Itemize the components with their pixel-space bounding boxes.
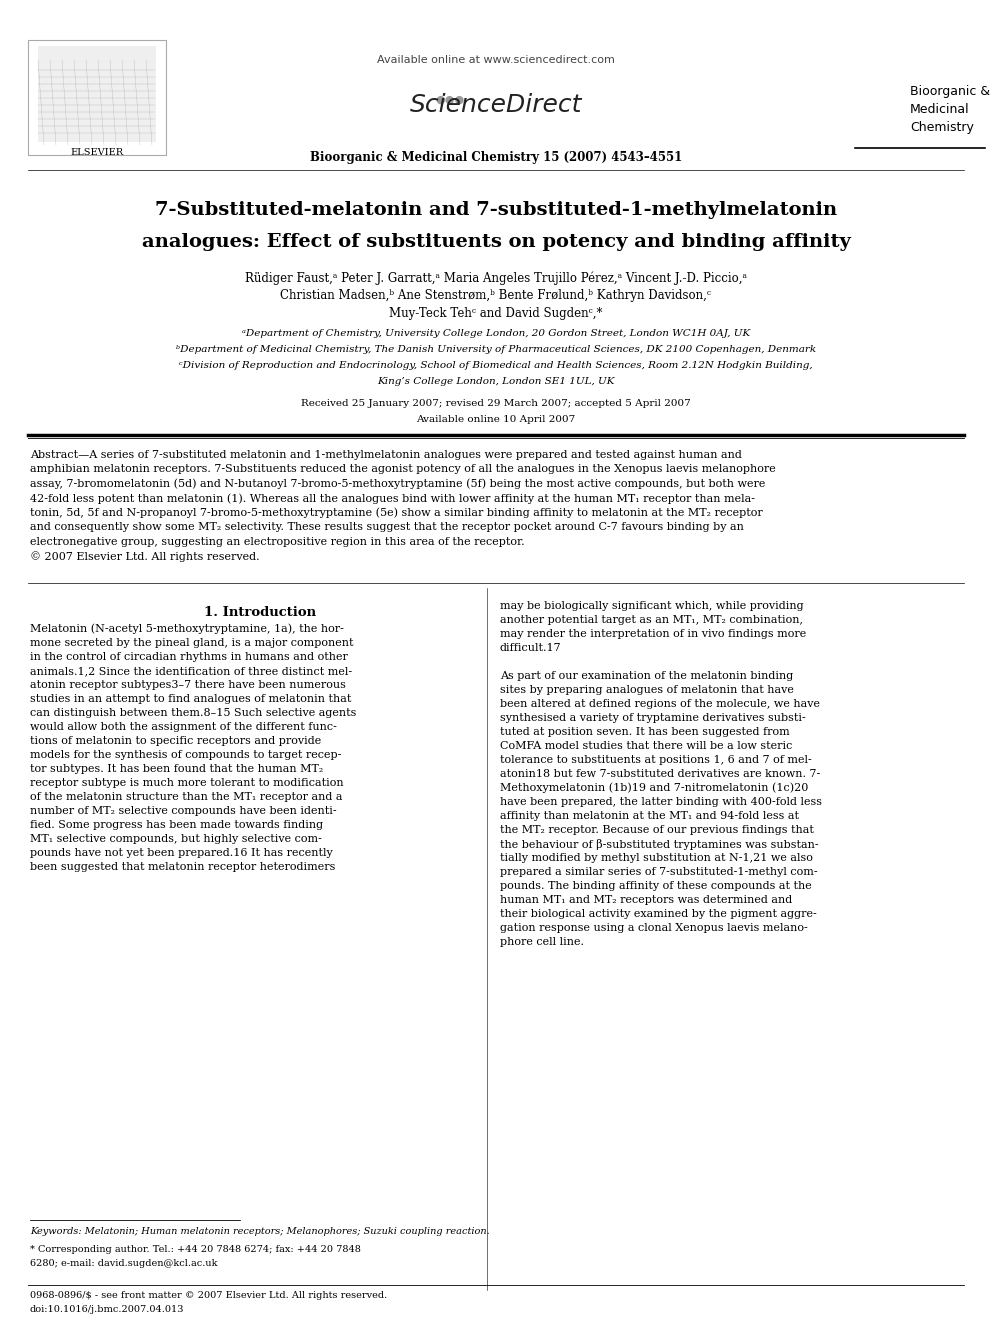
Text: Melatonin (N-acetyl 5-methoxytryptamine, 1a), the hor-: Melatonin (N-acetyl 5-methoxytryptamine,… [30, 623, 344, 634]
Text: ᶜDivision of Reproduction and Endocrinology, School of Biomedical and Health Sci: ᶜDivision of Reproduction and Endocrinol… [180, 361, 812, 370]
Text: the behaviour of β-substituted tryptamines was substan-: the behaviour of β-substituted tryptamin… [500, 839, 818, 849]
Text: may render the interpretation of in vivo findings more: may render the interpretation of in vivo… [500, 628, 806, 639]
Text: Available online at www.sciencedirect.com: Available online at www.sciencedirect.co… [377, 56, 615, 65]
Text: have been prepared, the latter binding with 400-fold less: have been prepared, the latter binding w… [500, 796, 822, 807]
Text: their biological activity examined by the pigment aggre-: their biological activity examined by th… [500, 909, 816, 919]
FancyBboxPatch shape [28, 40, 166, 155]
Text: doi:10.1016/j.bmc.2007.04.013: doi:10.1016/j.bmc.2007.04.013 [30, 1306, 185, 1315]
Text: tonin, 5d, 5f and N-propanoyl 7-bromo-5-methoxytryptamine (5e) show a similar bi: tonin, 5d, 5f and N-propanoyl 7-bromo-5-… [30, 508, 763, 519]
Text: 0968-0896/$ - see front matter © 2007 Elsevier Ltd. All rights reserved.: 0968-0896/$ - see front matter © 2007 El… [30, 1291, 387, 1301]
Text: tially modified by methyl substitution at N-1,21 we also: tially modified by methyl substitution a… [500, 853, 812, 863]
Text: Keywords: Melatonin; Human melatonin receptors; Melanophores; Suzuki coupling re: Keywords: Melatonin; Human melatonin rec… [30, 1228, 490, 1237]
Text: 6280; e-mail: david.sugden@kcl.ac.uk: 6280; e-mail: david.sugden@kcl.ac.uk [30, 1259, 217, 1269]
Text: the MT₂ receptor. Because of our previous findings that: the MT₂ receptor. Because of our previou… [500, 826, 813, 835]
Text: number of MT₂ selective compounds have been identi-: number of MT₂ selective compounds have b… [30, 806, 336, 816]
Text: pounds. The binding affinity of these compounds at the: pounds. The binding affinity of these co… [500, 881, 811, 890]
Text: pounds have not yet been prepared.16 It has recently: pounds have not yet been prepared.16 It … [30, 848, 332, 859]
Text: receptor subtype is much more tolerant to modification: receptor subtype is much more tolerant t… [30, 778, 343, 789]
Text: Bioorganic &
Medicinal
Chemistry: Bioorganic & Medicinal Chemistry [910, 85, 990, 134]
Text: in the control of circadian rhythms in humans and other: in the control of circadian rhythms in h… [30, 652, 348, 662]
Text: of the melatonin structure than the MT₁ receptor and a: of the melatonin structure than the MT₁ … [30, 792, 342, 802]
Text: analogues: Effect of substituents on potency and binding affinity: analogues: Effect of substituents on pot… [142, 233, 850, 251]
Text: been suggested that melatonin receptor heterodimers: been suggested that melatonin receptor h… [30, 863, 335, 872]
Text: Bioorganic & Medicinal Chemistry 15 (2007) 4543–4551: Bioorganic & Medicinal Chemistry 15 (200… [310, 152, 682, 164]
Text: © 2007 Elsevier Ltd. All rights reserved.: © 2007 Elsevier Ltd. All rights reserved… [30, 552, 260, 562]
Text: tuted at position seven. It has been suggested from: tuted at position seven. It has been sug… [500, 728, 790, 737]
Text: Methoxymelatonin (1b)19 and 7-nitromelatonin (1c)20: Methoxymelatonin (1b)19 and 7-nitromelat… [500, 783, 808, 794]
Text: mone secreted by the pineal gland, is a major component: mone secreted by the pineal gland, is a … [30, 638, 353, 648]
Text: Muy-Teck Tehᶜ and David Sugdenᶜ,*: Muy-Teck Tehᶜ and David Sugdenᶜ,* [389, 307, 603, 319]
Text: assay, 7-bromomelatonin (5d) and N-butanoyl 7-bromo-5-methoxytryptamine (5f) bei: assay, 7-bromomelatonin (5d) and N-butan… [30, 479, 766, 490]
Text: been altered at defined regions of the molecule, we have: been altered at defined regions of the m… [500, 699, 820, 709]
Text: MT₁ selective compounds, but highly selective com-: MT₁ selective compounds, but highly sele… [30, 833, 321, 844]
Text: phore cell line.: phore cell line. [500, 937, 584, 947]
Text: 7-Substituted-melatonin and 7-substituted-1-methylmelatonin: 7-Substituted-melatonin and 7-substitute… [155, 201, 837, 220]
Text: synthesised a variety of tryptamine derivatives substi-: synthesised a variety of tryptamine deri… [500, 713, 806, 722]
Text: would allow both the assignment of the different func-: would allow both the assignment of the d… [30, 722, 337, 732]
Text: difficult.17: difficult.17 [500, 643, 561, 654]
Text: prepared a similar series of 7-substituted-1-methyl com-: prepared a similar series of 7-substitut… [500, 867, 817, 877]
Text: human MT₁ and MT₂ receptors was determined and: human MT₁ and MT₂ receptors was determin… [500, 894, 793, 905]
Text: studies in an attempt to find analogues of melatonin that: studies in an attempt to find analogues … [30, 695, 351, 704]
Text: animals.1,2 Since the identification of three distinct mel-: animals.1,2 Since the identification of … [30, 665, 352, 676]
Text: affinity than melatonin at the MT₁ and 94-fold less at: affinity than melatonin at the MT₁ and 9… [500, 811, 799, 822]
Text: atonin receptor subtypes3–7 there have been numerous: atonin receptor subtypes3–7 there have b… [30, 680, 346, 691]
Text: * Corresponding author. Tel.: +44 20 7848 6274; fax: +44 20 7848: * Corresponding author. Tel.: +44 20 784… [30, 1245, 361, 1254]
Text: ELSEVIER: ELSEVIER [70, 148, 124, 157]
Text: Rüdiger Faust,ᵃ Peter J. Garratt,ᵃ Maria Angeles Trujillo Pérez,ᵃ Vincent J.-D. : Rüdiger Faust,ᵃ Peter J. Garratt,ᵃ Maria… [245, 271, 747, 284]
Text: models for the synthesis of compounds to target recep-: models for the synthesis of compounds to… [30, 750, 341, 759]
Text: As part of our examination of the melatonin binding: As part of our examination of the melato… [500, 671, 794, 681]
Text: may be biologically significant which, while providing: may be biologically significant which, w… [500, 601, 804, 611]
Text: and consequently show some MT₂ selectivity. These results suggest that the recep: and consequently show some MT₂ selectivi… [30, 523, 744, 532]
Text: Christian Madsen,ᵇ Ane Stenstrøm,ᵇ Bente Frølund,ᵇ Kathryn Davidson,ᶜ: Christian Madsen,ᵇ Ane Stenstrøm,ᵇ Bente… [281, 290, 711, 303]
Text: CoMFA model studies that there will be a low steric: CoMFA model studies that there will be a… [500, 741, 793, 751]
Text: 1. Introduction: 1. Introduction [204, 606, 316, 619]
Text: ●●●: ●●● [435, 95, 464, 105]
Text: tolerance to substituents at positions 1, 6 and 7 of mel-: tolerance to substituents at positions 1… [500, 755, 811, 765]
Text: electronegative group, suggesting an electropositive region in this area of the : electronegative group, suggesting an ele… [30, 537, 525, 546]
Text: tor subtypes. It has been found that the human MT₂: tor subtypes. It has been found that the… [30, 763, 323, 774]
Text: sites by preparing analogues of melatonin that have: sites by preparing analogues of melatoni… [500, 685, 794, 695]
Text: Abstract—A series of 7-substituted melatonin and 1-methylmelatonin analogues wer: Abstract—A series of 7-substituted melat… [30, 450, 742, 460]
Text: can distinguish between them.8–15 Such selective agents: can distinguish between them.8–15 Such s… [30, 708, 356, 718]
Text: 42-fold less potent than melatonin (1). Whereas all the analogues bind with lowe: 42-fold less potent than melatonin (1). … [30, 493, 755, 504]
Text: King’s College London, London SE1 1UL, UK: King’s College London, London SE1 1UL, U… [377, 377, 615, 385]
Text: atonin18 but few 7-substituted derivatives are known. 7-: atonin18 but few 7-substituted derivativ… [500, 769, 820, 779]
Text: ᵃDepartment of Chemistry, University College London, 20 Gordon Street, London WC: ᵃDepartment of Chemistry, University Col… [242, 329, 750, 339]
Text: fied. Some progress has been made towards finding: fied. Some progress has been made toward… [30, 820, 323, 830]
FancyBboxPatch shape [38, 46, 156, 142]
Text: Available online 10 April 2007: Available online 10 April 2007 [417, 414, 575, 423]
Text: ᵇDepartment of Medicinal Chemistry, The Danish University of Pharmaceutical Scie: ᵇDepartment of Medicinal Chemistry, The … [176, 345, 816, 355]
Text: amphibian melatonin receptors. 7-Substituents reduced the agonist potency of all: amphibian melatonin receptors. 7-Substit… [30, 464, 776, 475]
Text: ScienceDirect: ScienceDirect [410, 93, 582, 116]
Text: another potential target as an MT₁, MT₂ combination,: another potential target as an MT₁, MT₂ … [500, 615, 803, 624]
Text: gation response using a clonal Xenopus laevis melano-: gation response using a clonal Xenopus l… [500, 923, 807, 933]
Text: tions of melatonin to specific receptors and provide: tions of melatonin to specific receptors… [30, 736, 321, 746]
Text: Received 25 January 2007; revised 29 March 2007; accepted 5 April 2007: Received 25 January 2007; revised 29 Mar… [302, 398, 690, 407]
